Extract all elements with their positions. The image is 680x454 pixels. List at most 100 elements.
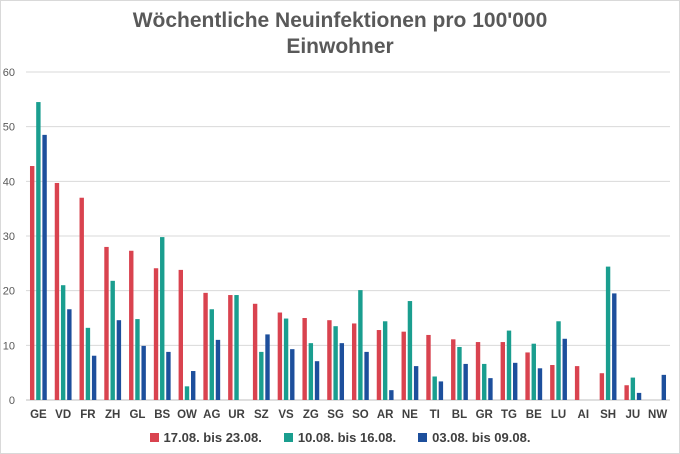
- bar-vs-series-3: [290, 349, 295, 400]
- bar-vd-series-1: [54, 182, 60, 400]
- bar-sg-series-3: [339, 343, 345, 400]
- bar-ar-series-2: [382, 321, 388, 400]
- x-tick-label: NE: [402, 409, 418, 421]
- x-tick-label: BS: [154, 409, 170, 421]
- legend-item-series-1: 17.08. bis 23.08.: [149, 430, 262, 445]
- bar-ar-series-3: [389, 390, 394, 400]
- bar-fr-series-1: [79, 197, 84, 400]
- bar-ne-series-1: [401, 331, 406, 400]
- x-tick-label: AI: [578, 409, 590, 421]
- bar-ur-series-2: [234, 295, 239, 400]
- x-tick-label: FR: [80, 409, 96, 421]
- bar-bs-series-3: [166, 351, 171, 400]
- bar-sz-series-1: [252, 303, 258, 400]
- bar-sz-series-3: [265, 334, 270, 400]
- bar-ow-series-3: [191, 371, 196, 400]
- bar-bs-series-1: [153, 268, 159, 400]
- bar-zg-series-1: [302, 318, 307, 400]
- bar-ag-series-1: [203, 292, 208, 400]
- bar-sg-series-1: [327, 320, 332, 400]
- bar-vd-series-2: [60, 285, 66, 400]
- x-tick-label: LU: [551, 409, 566, 421]
- x-tick-label: GE: [30, 409, 47, 421]
- bar-ow-series-1: [178, 269, 183, 400]
- x-tick-label: TG: [501, 409, 517, 421]
- bar-nw-series-3: [661, 374, 667, 400]
- bar-ow-series-2: [184, 386, 190, 400]
- bar-sg-series-2: [333, 326, 338, 400]
- bar-ag-series-2: [209, 309, 214, 400]
- bar-ti-series-2: [432, 376, 437, 400]
- bar-sz-series-2: [259, 351, 264, 400]
- bar-bl-series-1: [451, 339, 456, 400]
- bar-zg-series-3: [314, 361, 320, 400]
- y-tick-label: 50: [3, 122, 15, 134]
- x-tick-label: ZG: [303, 409, 319, 421]
- bar-tg-series-1: [500, 342, 505, 400]
- x-tick-label: GL: [129, 409, 145, 421]
- bar-lu-series-2: [556, 321, 561, 400]
- legend-label-series-1: 17.08. bis 23.08.: [163, 430, 262, 445]
- bar-be-series-3: [537, 368, 543, 400]
- x-tick-label: SH: [600, 409, 616, 421]
- y-tick-label: 30: [3, 231, 15, 243]
- legend-item-series-3: 03.08. bis 09.08.: [418, 430, 530, 445]
- legend-item-series-2: 10.08. bis 16.08.: [283, 430, 396, 445]
- bar-gr-series-1: [475, 342, 481, 400]
- bar-gl-series-2: [135, 319, 140, 400]
- bar-ai-series-1: [574, 366, 580, 400]
- x-tick-label: GR: [476, 409, 494, 421]
- bar-be-series-2: [531, 343, 536, 400]
- bar-sh-series-1: [599, 373, 605, 400]
- legend-label-series-3: 03.08. bis 09.08.: [432, 430, 531, 445]
- bar-ti-series-1: [426, 334, 431, 400]
- bar-vd-series-3: [67, 309, 72, 400]
- bar-gr-series-2: [482, 363, 487, 400]
- bar-vs-series-1: [277, 312, 283, 400]
- bar-sh-series-3: [612, 293, 617, 400]
- bar-gl-series-1: [129, 250, 134, 400]
- x-tick-label: VD: [55, 409, 71, 421]
- bar-ti-series-3: [438, 381, 444, 400]
- x-tick-label: TI: [430, 409, 440, 421]
- x-tick-label: SO: [352, 409, 369, 421]
- bar-gr-series-3: [488, 378, 493, 400]
- bar-ge-series-1: [29, 166, 35, 400]
- x-tick-label: ZH: [105, 409, 120, 421]
- y-tick-label: 20: [3, 286, 15, 298]
- bar-so-series-1: [351, 323, 357, 400]
- bar-zg-series-2: [308, 343, 314, 400]
- chart-legend: 17.08. bis 23.08. 10.08. bis 16.08. 03.0…: [0, 430, 680, 445]
- legend-swatch-series-3: [418, 433, 428, 442]
- bar-ur-series-1: [228, 295, 233, 400]
- x-tick-label: AG: [203, 409, 220, 421]
- y-tick-label: 0: [9, 395, 15, 407]
- x-tick-label: OW: [177, 409, 197, 421]
- x-tick-label: SZ: [254, 409, 269, 421]
- x-tick-label: VS: [278, 409, 294, 421]
- bar-sh-series-2: [605, 266, 611, 400]
- legend-swatch-series-1: [149, 433, 159, 442]
- bar-be-series-1: [525, 352, 530, 400]
- y-tick-label: 60: [3, 67, 15, 79]
- chart-title-line-1: Wöchentliche Neuinfektionen pro 100'000: [132, 9, 548, 32]
- bar-so-series-3: [364, 351, 369, 400]
- bar-so-series-2: [358, 290, 363, 400]
- bar-lu-series-1: [550, 365, 555, 400]
- bar-ju-series-1: [624, 385, 629, 400]
- bar-tg-series-2: [506, 330, 512, 400]
- bar-tg-series-3: [513, 362, 518, 400]
- bar-bl-series-3: [463, 363, 468, 400]
- bar-zh-series-3: [116, 320, 122, 400]
- x-tick-label: SG: [327, 409, 344, 421]
- bar-ar-series-1: [376, 330, 382, 400]
- bar-ne-series-3: [413, 366, 419, 400]
- chart-title: Wöchentliche Neuinfektionen pro 100'000 …: [0, 8, 680, 60]
- bar-bs-series-2: [160, 237, 165, 400]
- x-tick-label: JU: [625, 409, 640, 421]
- bar-ju-series-2: [630, 377, 636, 400]
- bar-ag-series-3: [215, 339, 221, 400]
- chart-title-line-2: Einwohner: [286, 35, 394, 58]
- bar-ne-series-2: [407, 301, 413, 400]
